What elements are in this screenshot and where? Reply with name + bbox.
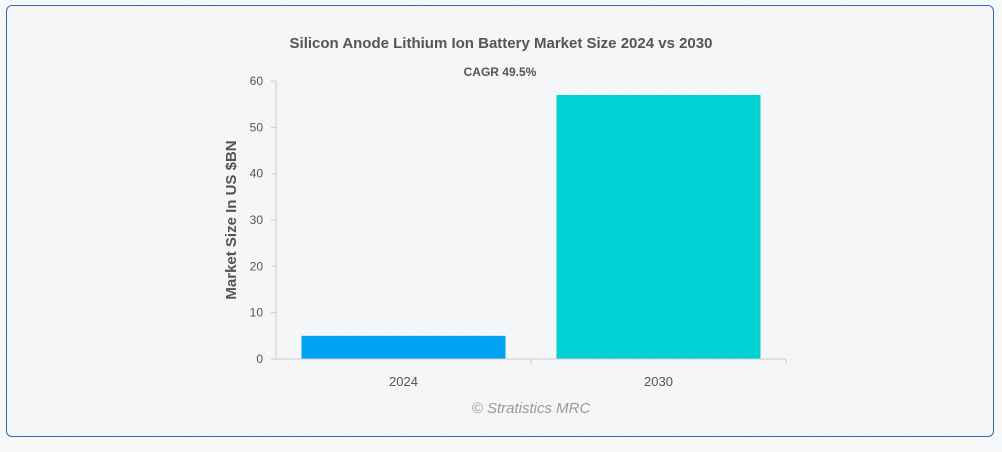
y-tick-label: 20 (250, 259, 264, 273)
bars (301, 94, 761, 360)
cagr-annotation: CAGR 49.5% (464, 65, 537, 79)
y-axis-label: Market Size In US $BN (223, 140, 240, 299)
y-tick-label: 0 (256, 352, 263, 366)
y-tick-label: 10 (250, 306, 264, 320)
y-tick-label: 50 (250, 120, 264, 134)
chart-frame (6, 5, 994, 437)
y-tick-label: 30 (250, 213, 264, 227)
chart-title: Silicon Anode Lithium Ion Battery Market… (290, 35, 713, 52)
bar-2030[interactable] (556, 94, 761, 360)
x-axis-ticks: 2024 2030 (389, 359, 787, 389)
y-axis-ticks: 0 10 20 30 40 50 60 (250, 74, 276, 366)
y-tick-label: 60 (250, 74, 264, 88)
bar-2024[interactable] (301, 335, 506, 359)
watermark: © Stratistics MRC (472, 400, 591, 417)
y-tick-label: 40 (250, 167, 264, 181)
x-tick-label: 2030 (644, 374, 673, 389)
x-tick-label: 2024 (389, 374, 418, 389)
